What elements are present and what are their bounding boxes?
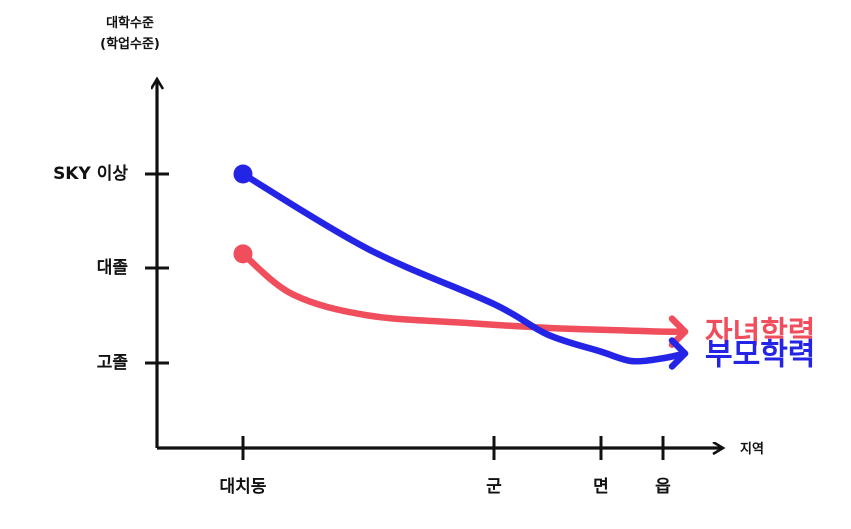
series-child-label: 자녀학력 [705,316,815,351]
series-child: 자녀학력 [233,244,815,351]
x-axis-title: 지역 [740,441,764,457]
series-parent-arrowhead [668,337,689,370]
axes [157,80,722,448]
series-parent-start-point [233,164,253,184]
x-tick-label: 읍 [655,477,671,497]
x-tick-label: 군 [486,477,502,497]
x-tick-label: 대치동 [220,477,267,497]
y-tick-label: 고졸 [97,353,129,373]
series-parent: 부모학력 [233,164,815,373]
y-ticks: 고졸 대졸 SKY 이상 [53,164,169,373]
x-ticks: 대치동 군 면 읍 [220,436,671,497]
x-tick-label: 면 [593,477,609,497]
y-axis-subtitle: (학업수준) [100,36,160,52]
y-axis-title: 대학수준 [106,15,154,31]
y-tick-label: SKY 이상 [53,164,128,184]
series-child-start-point [233,244,253,264]
series-parent-label: 부모학력 [705,338,815,373]
y-tick-label: 대졸 [97,258,129,278]
series-parent-line [239,170,689,365]
